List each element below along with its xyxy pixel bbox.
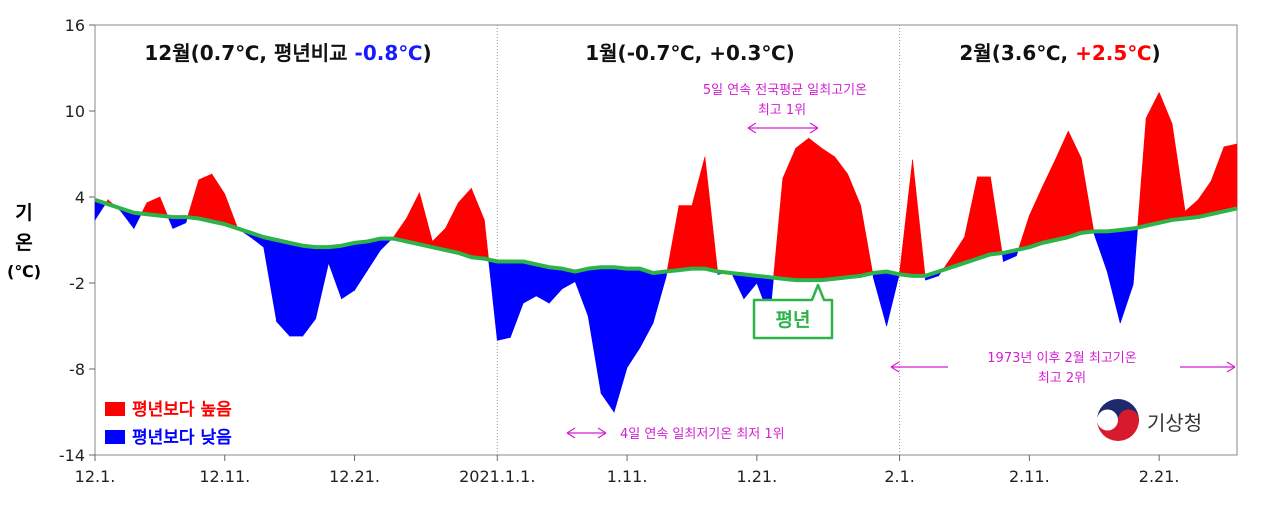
x-tick-label-4: 1.11.: [607, 467, 648, 486]
normal-label-box: [752, 283, 834, 340]
legend-above-label: 평년보다 높음: [132, 400, 232, 420]
y-axis-label-line1: 기: [15, 202, 33, 224]
annotation-heat-arrowheads: [747, 122, 819, 134]
below-normal-area: [276, 239, 290, 337]
month-title-1: 1월(-0.7℃, +0.3℃): [585, 41, 795, 65]
logo-text: 기상청: [1147, 411, 1202, 435]
month-title-2: 2월(3.6℃, +2.5℃): [959, 41, 1160, 65]
above-normal-area: [1223, 143, 1238, 212]
below-normal-area: [341, 242, 355, 300]
normal-label-text: 평년: [776, 309, 811, 331]
above-normal-area: [834, 155, 848, 280]
x-tick-label-1: 12.11.: [199, 467, 250, 486]
logo-mark-bottom: [1097, 409, 1139, 441]
annotation-feb-line1: 1973년 이후 2월 최고기온: [987, 351, 1136, 366]
normal-line: [94, 197, 1238, 283]
above-normal-area: [821, 147, 836, 281]
x-tick-label-5: 1.21.: [736, 467, 777, 486]
y-tick-label-2: -2: [69, 274, 85, 293]
y-tick-label-1: -8: [69, 360, 85, 379]
below-normal-area: [289, 242, 303, 337]
above-normal-area: [795, 137, 810, 281]
x-tick-label-2: 12.21.: [329, 467, 380, 486]
legend-below-label: 평년보다 낮음: [132, 428, 232, 448]
below-normal-area: [600, 266, 615, 413]
legend-above-swatch: [105, 402, 125, 416]
above-normal-area: [808, 137, 823, 281]
month-title-0: 12월(0.7℃, 평년비교 -0.8℃): [144, 41, 431, 65]
x-tick-label-0: 12.1.: [75, 467, 116, 486]
above-normal-area: [198, 173, 213, 222]
annotation-heat-line2: 최고 1위: [758, 103, 806, 118]
above-normal-area: [977, 176, 991, 260]
annotation-feb-arrowheads: [890, 361, 1236, 373]
x-tick-label-8: 2.21.: [1139, 467, 1180, 486]
below-normal-area: [522, 261, 537, 304]
below-normal-area: [496, 261, 511, 341]
annotation-heat-line1: 5일 연속 전국평균 일최고기온: [703, 83, 867, 98]
x-tick-label-7: 2.11.: [1009, 467, 1050, 486]
annotation-cold-text: 4일 연속 일최저기온 최저 1위: [620, 427, 785, 442]
below-normal-area: [535, 263, 550, 304]
y-tick-label-3: 4: [75, 188, 85, 207]
y-axis-label-line2: 온: [15, 232, 33, 254]
y-tick-label-5: 16: [65, 16, 85, 35]
annotation-cold-arrowheads: [566, 427, 607, 439]
x-tick-label-6: 2.1.: [884, 467, 915, 486]
y-axis-label-unit: (℃): [7, 262, 41, 281]
y-tick-label-0: -14: [59, 446, 85, 465]
above-normal-area: [678, 205, 693, 271]
y-tick-label-4: 10: [65, 102, 85, 121]
legend-below-swatch: [105, 430, 125, 444]
area-fills: [94, 92, 1238, 413]
annotation-feb-line2: 최고 2위: [1038, 371, 1086, 386]
x-tick-label-3: 2021.1.1.: [459, 467, 535, 486]
